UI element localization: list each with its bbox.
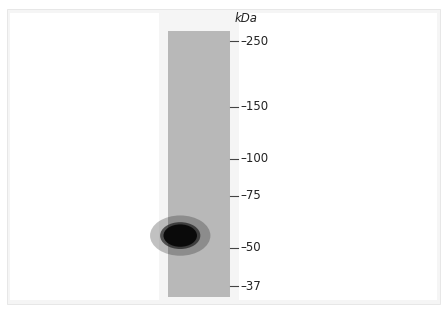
Text: –250: –250 bbox=[240, 35, 269, 48]
Text: –37: –37 bbox=[240, 280, 261, 293]
Text: –50: –50 bbox=[240, 241, 261, 254]
Text: kDa: kDa bbox=[235, 12, 257, 25]
Bar bbox=[10, 13, 159, 300]
Ellipse shape bbox=[164, 224, 197, 247]
Text: –150: –150 bbox=[240, 100, 269, 113]
Ellipse shape bbox=[150, 215, 211, 256]
Bar bbox=[168, 31, 230, 297]
Bar bbox=[239, 13, 437, 300]
Text: –100: –100 bbox=[240, 152, 269, 165]
Ellipse shape bbox=[160, 222, 200, 249]
Text: –75: –75 bbox=[240, 189, 261, 202]
